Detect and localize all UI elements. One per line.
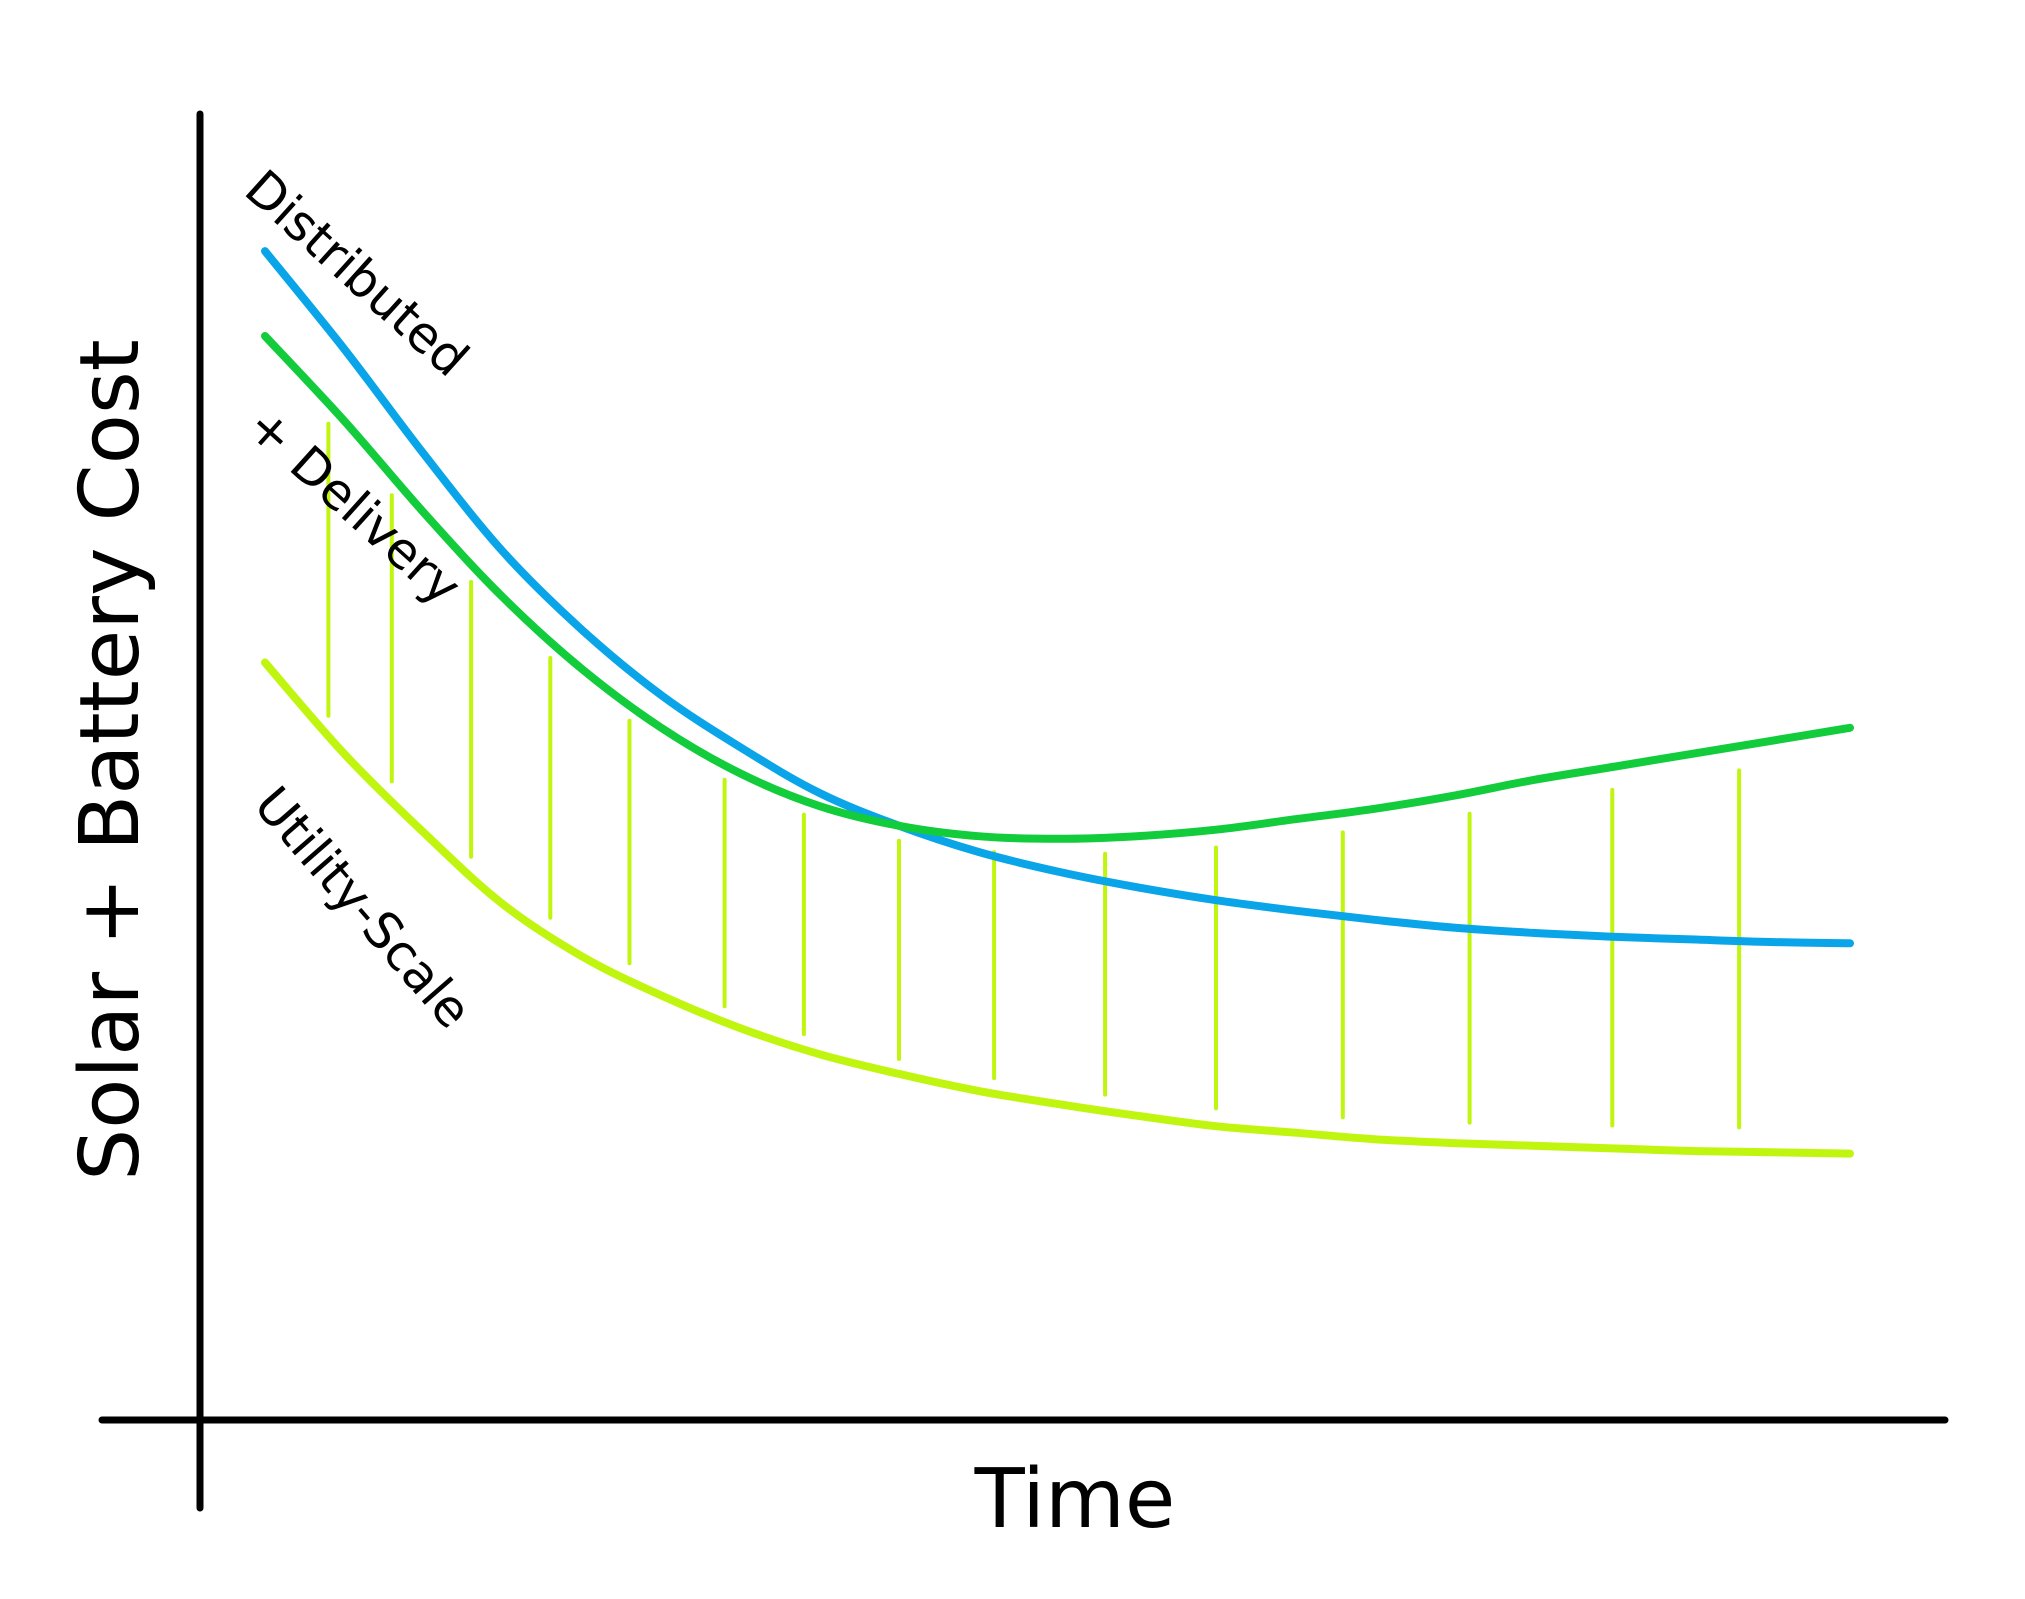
series-lines: [261, 247, 1854, 1158]
hatch-band: [326, 421, 1742, 1130]
series-label-distributed: Distributed: [234, 159, 479, 388]
series-line-distributed: [261, 247, 1854, 948]
series-line-utility-scale: [261, 658, 1854, 1158]
series-line-delivery: [261, 332, 1854, 843]
series-label-utility-scale: Utility-Scale: [243, 776, 483, 1040]
y-axis-label: Solar + Battery Cost: [63, 339, 158, 1181]
x-axis-label: Time: [974, 1452, 1176, 1547]
